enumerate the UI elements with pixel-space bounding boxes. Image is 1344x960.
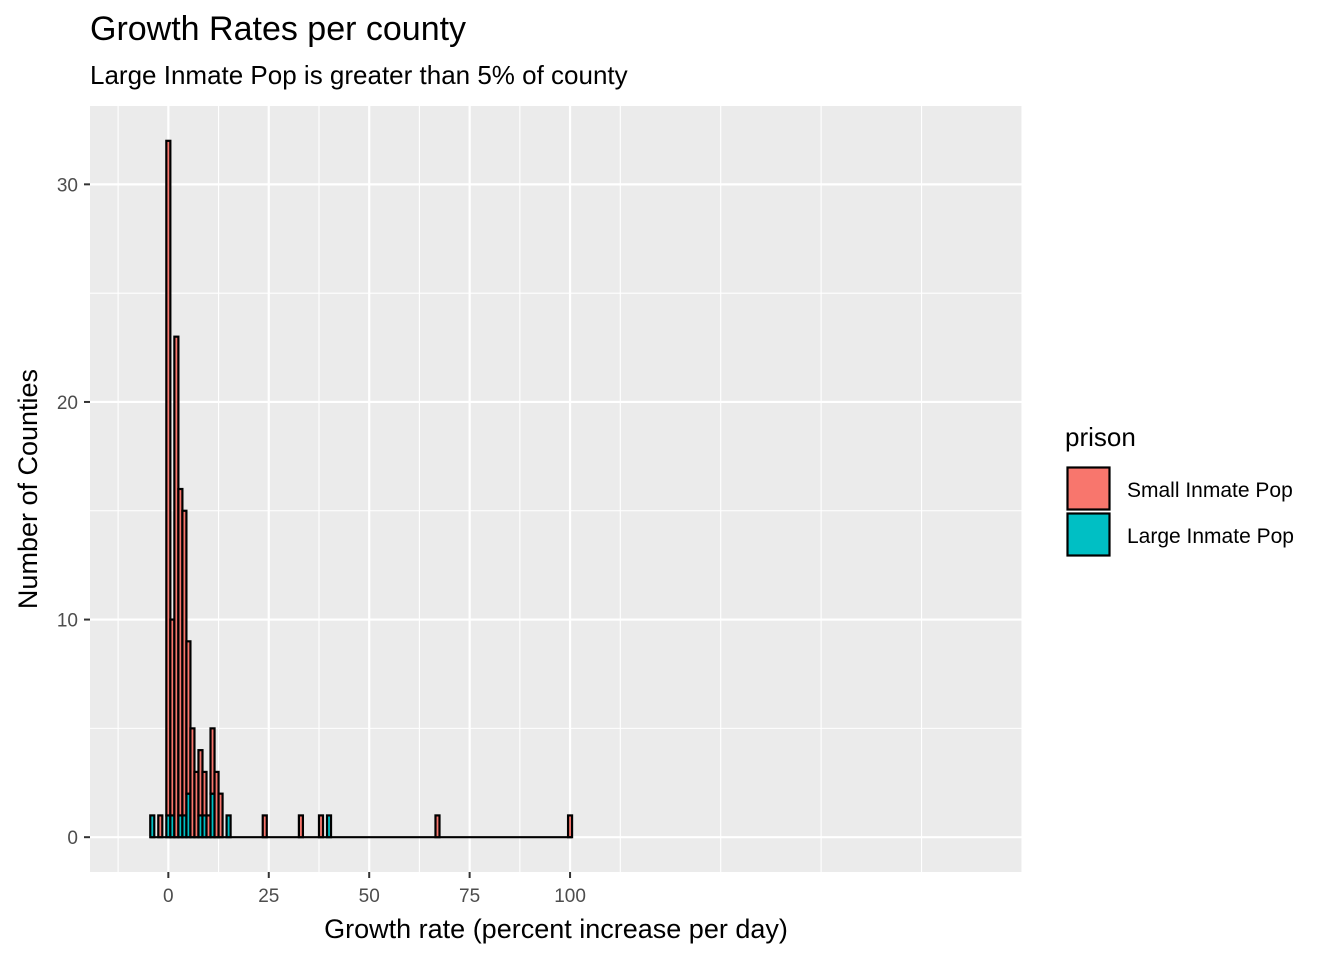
axes: 0 25 50 75 100 0 10 20 30 <box>57 175 586 907</box>
chart-title: Growth Rates per county <box>90 10 467 48</box>
legend-key-large-inmate-pop <box>1066 512 1111 557</box>
x-tick-label: 50 <box>359 886 380 907</box>
bar-small-inmate-pop <box>201 770 208 817</box>
bars <box>149 139 574 839</box>
bar-small-inmate-pop <box>157 814 164 839</box>
x-tick-label: 100 <box>554 886 586 907</box>
bar-small-inmate-pop <box>165 139 172 817</box>
bar-small-inmate-pop <box>217 792 224 839</box>
legend-label-large-inmate-pop: Large Inmate Pop <box>1127 525 1294 548</box>
x-tick-label: 75 <box>459 886 480 907</box>
x-tick-label: 0 <box>163 886 174 907</box>
bar-small-inmate-pop <box>261 814 268 839</box>
y-tick-label: 20 <box>57 393 78 414</box>
legend-title: prison <box>1065 422 1136 452</box>
bar-large-inmate-pop <box>325 814 333 839</box>
bar-small-inmate-pop <box>297 814 305 839</box>
bar-small-inmate-pop <box>434 814 441 839</box>
bar-small-inmate-pop <box>185 640 192 795</box>
y-tick-label: 10 <box>57 611 78 632</box>
grid-minor <box>90 106 1023 872</box>
legend-label-small-inmate-pop: Small Inmate Pop <box>1127 479 1293 502</box>
legend: prison Small Inmate Pop Large Inmate Pop <box>1065 422 1294 557</box>
x-tick-label: 25 <box>258 886 279 907</box>
bar-large-inmate-pop <box>225 814 232 839</box>
bar-small-inmate-pop <box>209 727 216 795</box>
y-tick-label: 30 <box>57 175 78 196</box>
x-axis-title: Growth rate (percent increase per day) <box>324 914 788 944</box>
bar-large-inmate-pop <box>149 814 156 839</box>
y-tick-label: 0 <box>67 828 78 849</box>
legend-key-small-inmate-pop <box>1066 466 1111 511</box>
chart-subtitle: Large Inmate Pop is greater than 5% of c… <box>90 60 628 90</box>
y-axis-title: Number of Counties <box>13 369 43 609</box>
bar-small-inmate-pop <box>566 814 574 839</box>
plot-panel <box>90 106 1022 872</box>
bar-small-inmate-pop <box>317 814 325 839</box>
